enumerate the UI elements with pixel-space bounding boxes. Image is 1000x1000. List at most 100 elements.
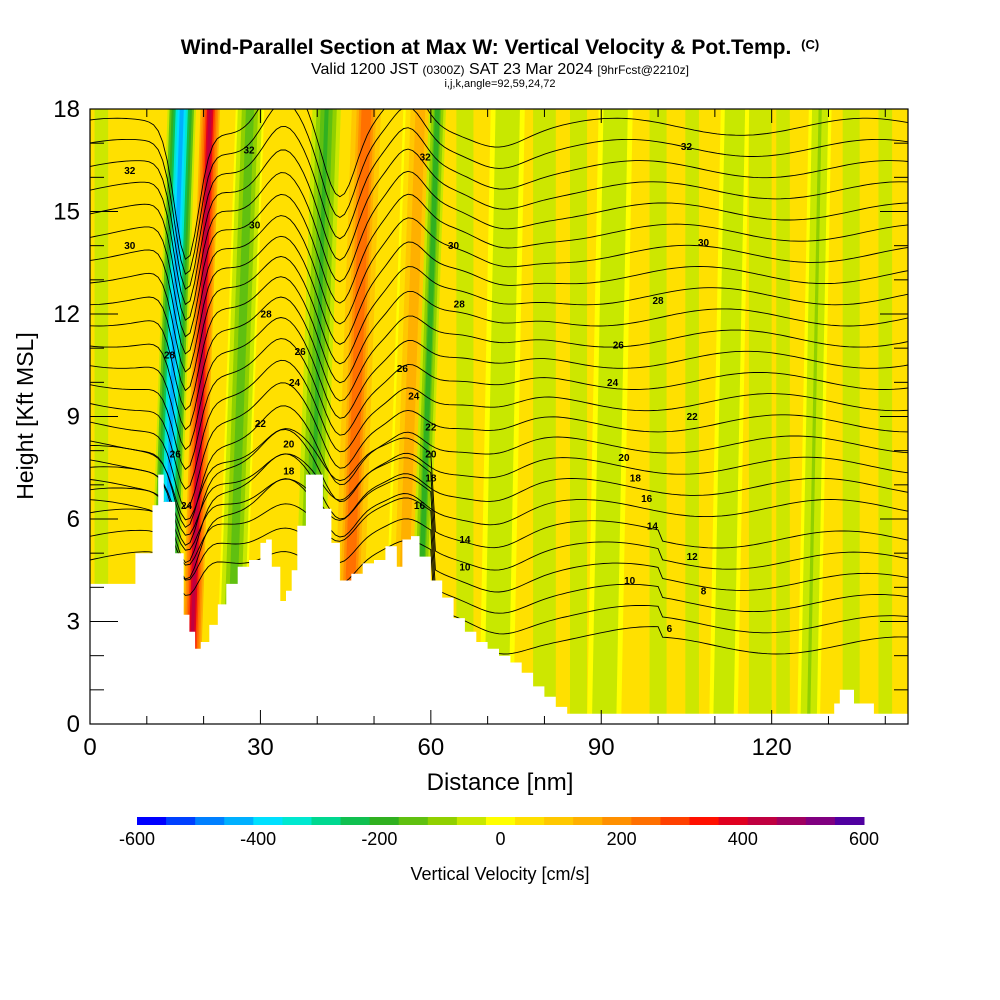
y-tick-label: 6: [67, 506, 80, 533]
theta-contours: [90, 109, 908, 655]
contour-label: 30: [124, 241, 136, 252]
weak-downdraft-streak: [776, 109, 790, 724]
contour-label: 30: [249, 221, 261, 232]
colorbar-swatch: [137, 817, 167, 825]
colorbar-swatch: [776, 817, 807, 825]
section-indices: i,j,k,angle=92,59,24,72: [444, 78, 556, 90]
contour-label: 28: [454, 299, 466, 310]
contour-label: 20: [283, 439, 295, 450]
contour-label: 28: [261, 310, 273, 321]
contour-label: 24: [607, 378, 619, 389]
theta-contour-line: [90, 148, 908, 306]
contour-label: 22: [687, 412, 699, 423]
colorbar-swatch: [544, 817, 574, 825]
colorbar-tick-label: -200: [361, 829, 397, 849]
colorbar-swatch: [369, 817, 400, 825]
contour-label: 30: [448, 241, 460, 252]
colorbar-swatch: [747, 817, 778, 825]
weak-downdraft-streak: [533, 109, 556, 724]
colorbar-swatch: [166, 817, 196, 825]
contour-label: 20: [618, 453, 630, 464]
contour-label: 12: [687, 552, 699, 563]
theta-contour-line: [90, 215, 908, 355]
contour-label: 14: [459, 535, 471, 546]
contour-label: 32: [681, 142, 693, 153]
colorbar-swatch: [718, 817, 749, 825]
contour-label: 6: [667, 624, 673, 635]
weak-downdraft-streak: [649, 109, 667, 724]
x-tick-label: 90: [588, 734, 615, 761]
theta-contour-line: [90, 518, 908, 635]
contour-label: 16: [641, 494, 653, 505]
colorbar-tick-label: 400: [728, 829, 758, 849]
colorbar-swatch: [602, 817, 632, 825]
colorbar-tick-label: 600: [849, 829, 879, 849]
chart-title: Wind-Parallel Section at Max W: Vertical…: [0, 36, 1000, 60]
colorbar-swatch: [427, 817, 458, 825]
colorbar-swatch: [660, 817, 691, 825]
theta-contour-line: [90, 235, 908, 373]
contour-label: 30: [698, 238, 710, 249]
contour-label: 24: [289, 378, 301, 389]
x-tick-label: 30: [247, 734, 274, 761]
forecast-run: [9hrFcst@2210z]: [597, 63, 689, 77]
theta-contour-line: [90, 125, 908, 290]
theta-contour-line: [90, 405, 908, 528]
theta-contour-line: [90, 317, 908, 451]
y-tick-label: 12: [53, 301, 80, 328]
terrain-mask: [90, 474, 908, 724]
x-tick-label: 60: [417, 734, 444, 761]
chart-title-text: Wind-Parallel Section at Max W: Vertical…: [180, 36, 792, 59]
colorbar-swatch: [311, 817, 342, 825]
contour-label: 16: [414, 501, 426, 512]
colorbar-label: Vertical Velocity [cm/s]: [410, 864, 589, 884]
colorbar-swatch: [689, 817, 720, 825]
colorbar-swatch: [631, 817, 661, 825]
y-tick-label: 9: [67, 404, 80, 431]
theta-contour-line: [90, 338, 908, 471]
theta-contour-line: [90, 497, 908, 614]
y-tick-label: 3: [67, 609, 80, 636]
theta-contour-line: [90, 170, 908, 321]
contour-label: 24: [408, 392, 420, 403]
contour-label: 14: [647, 521, 659, 532]
colorbar-swatch: [282, 817, 312, 825]
valid-utc: (0300Z): [422, 63, 465, 77]
chart-subtitle: Valid 1200 JST (0300Z) SAT 23 Mar 2024 […: [0, 61, 1000, 79]
theta-contour-line: [90, 276, 908, 411]
colorbar-swatch: [805, 817, 836, 825]
colorbar-swatch: [340, 817, 371, 825]
colorbar-swatch: [834, 817, 865, 825]
velocity-band: [601, 109, 619, 724]
contour-label: 8: [701, 586, 707, 597]
colorbar-swatch: [398, 817, 429, 825]
theta-contour-line: [90, 193, 908, 338]
x-tick-label: 0: [83, 734, 96, 761]
contour-label: 32: [420, 152, 432, 163]
theta-contour-line: [90, 453, 908, 564]
theta-contour-line: [90, 359, 908, 490]
weak-downdraft-streak: [456, 109, 474, 724]
x-tick-label: 120: [752, 734, 792, 761]
theta-contour-line: [90, 453, 908, 571]
contour-label: 22: [255, 419, 267, 430]
colorbar-swatch: [195, 817, 225, 825]
y-tick-label: 18: [53, 96, 80, 123]
theta-contour-line: [90, 109, 908, 275]
contour-labels: 6810101214141616181818202020222222242424…: [124, 142, 710, 635]
y-axis-label: Height [Kft MSL]: [12, 332, 38, 499]
contour-label: 22: [425, 422, 437, 433]
colorbar: -600 -400 -200 0 200 400 600: [119, 817, 879, 849]
valid-time: Valid 1200 JST: [311, 61, 419, 78]
y-tick-label: 15: [53, 199, 80, 226]
contour-label: 26: [613, 340, 625, 351]
contour-label: 28: [652, 296, 664, 307]
theta-contour-line: [90, 428, 908, 549]
theta-contour-line: [90, 109, 908, 260]
colorbar-swatch: [573, 817, 603, 825]
weak-downdraft-streak: [570, 109, 588, 724]
y-tick-label: 0: [67, 711, 80, 738]
theta-contour-line: [90, 478, 908, 580]
theta-contour-line: [90, 296, 908, 431]
theta-contour-line: [90, 477, 908, 593]
